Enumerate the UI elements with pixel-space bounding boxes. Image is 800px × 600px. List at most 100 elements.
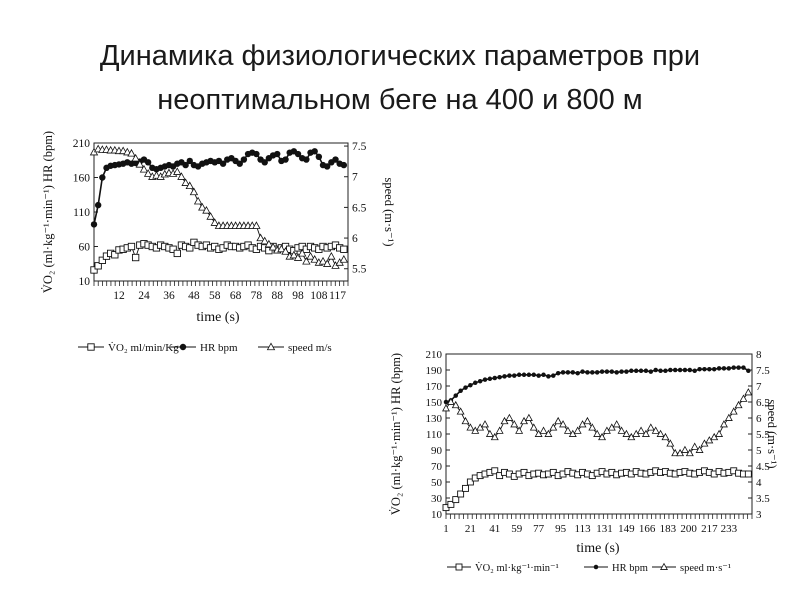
y-tick-label: 10 <box>79 276 91 288</box>
data-point-circle <box>294 150 302 158</box>
data-point-circle <box>274 150 281 158</box>
y-tick-label: 50 <box>431 477 443 489</box>
x-tick-label: 95 <box>555 523 567 535</box>
legend-marker <box>660 562 668 570</box>
y-tick-label: 70 <box>431 461 443 473</box>
data-point-dot <box>497 374 502 380</box>
data-point-triangle <box>198 202 207 211</box>
data-point-square <box>111 251 119 259</box>
data-point-square <box>94 262 102 270</box>
data-point-triangle <box>451 400 460 409</box>
data-point-triangle <box>139 164 149 173</box>
y-tick-label: 160 <box>73 173 91 185</box>
x-tick-label: 108 <box>310 290 328 302</box>
data-point-dot <box>741 365 746 370</box>
x-tick-label: 88 <box>271 290 283 302</box>
data-point-circle <box>94 201 102 209</box>
data-point-triangle <box>481 420 489 428</box>
legend-label: V̇O₂ ml/min/Kg <box>108 342 179 354</box>
data-point-dot <box>536 373 541 378</box>
legend-label: V̇O₂ ml·kg⁻¹·min⁻¹ <box>475 562 559 574</box>
data-point-dot <box>721 366 727 371</box>
data-point-triangle <box>260 236 269 245</box>
chart-800m-ylabel: V̇O₂ (ml·kg⁻¹·min⁻¹) HR (bpm) <box>389 353 403 515</box>
data-point-triangle <box>544 429 553 437</box>
x-tick-label: 41 <box>489 523 500 535</box>
legend-label: HR bpm <box>612 563 648 574</box>
x-tick-label: 59 <box>511 523 523 535</box>
data-point-triangle <box>485 429 494 437</box>
data-point-triangle <box>651 426 660 434</box>
data-point-dot <box>731 365 736 370</box>
y-tick-label: 110 <box>426 429 443 441</box>
data-point-triangle <box>202 205 211 214</box>
data-point-triangle <box>495 426 504 434</box>
x-tick-label: 21 <box>465 523 476 535</box>
data-point-triangle <box>456 407 465 415</box>
chart-800m-marks: 10 30 50 70 90 110 130 150 170 190 210 3 3.5 4 4.5 5 5.5… <box>426 349 771 574</box>
data-point-dot <box>736 365 741 370</box>
data-point-dot <box>624 369 629 374</box>
y2-tick-label: 6 <box>352 233 358 245</box>
data-point-dot <box>502 374 507 379</box>
x-tick-label: 1 <box>443 523 449 535</box>
data-point-dot <box>551 373 556 378</box>
data-point-dot <box>492 375 498 381</box>
x-tick-label: 24 <box>138 290 150 302</box>
data-point-dot <box>565 370 571 375</box>
data-point-dot <box>746 368 751 374</box>
data-point-dot <box>594 370 600 375</box>
chart-400m-ylabel: V̇O₂ (ml·kg⁻¹·min⁻¹) HR (bpm) <box>41 131 55 293</box>
x-tick-label: 217 <box>701 523 718 535</box>
chart-400m-xlabel: time (s) <box>196 310 239 325</box>
data-point-triangle <box>646 423 655 431</box>
y-tick-label: 210 <box>426 349 443 361</box>
data-point-dot <box>477 378 483 384</box>
y-tick-label: 210 <box>73 138 91 150</box>
data-point-dot <box>604 369 610 374</box>
data-point-square <box>491 467 499 475</box>
data-point-dot <box>638 368 644 374</box>
data-point-dot <box>677 367 683 373</box>
data-point-triangle <box>277 244 286 253</box>
data-point-circle <box>99 174 106 181</box>
data-point-triangle <box>256 233 265 242</box>
data-point-triangle <box>715 429 724 437</box>
data-point-square <box>462 484 469 492</box>
data-point-dot <box>658 368 663 374</box>
data-point-triangle <box>637 426 646 434</box>
data-point-square <box>452 496 460 504</box>
x-tick-label: 200 <box>680 523 697 535</box>
x-tick-label: 98 <box>292 290 304 302</box>
data-point-dot <box>541 372 546 378</box>
legend-label: speed m·s⁻¹ <box>680 563 731 574</box>
data-point-circle <box>303 156 310 163</box>
data-point-triangle <box>181 178 190 186</box>
data-point-triangle <box>318 256 328 265</box>
data-point-square <box>169 245 177 253</box>
data-point-square <box>173 249 181 258</box>
data-point-dot <box>726 366 732 371</box>
data-point-triangle <box>206 212 215 220</box>
y-tick-label: 190 <box>426 365 443 377</box>
data-point-triangle <box>593 429 602 437</box>
data-point-triangle <box>322 259 332 267</box>
slide-title-line-1: Динамика физиологических параметров при <box>99 40 701 72</box>
data-point-circle <box>282 156 289 163</box>
data-point-triangle <box>127 148 136 157</box>
y2-tick-label: 6.5 <box>352 202 367 214</box>
data-point-dot <box>482 377 488 382</box>
data-point-dot <box>570 370 576 375</box>
y2-tick-label: 4 <box>756 477 762 489</box>
data-point-triangle <box>734 400 743 409</box>
x-tick-label: 113 <box>574 523 591 535</box>
data-point-dot <box>516 372 522 378</box>
data-point-triangle <box>177 172 186 180</box>
data-point-triangle <box>656 429 665 437</box>
data-point-dot <box>629 368 634 374</box>
data-point-dot <box>716 366 722 371</box>
slide-title: Динамика физиологических параметров при … <box>0 34 800 122</box>
data-point-circle <box>240 156 248 163</box>
y2-tick-label: 3.5 <box>756 493 770 505</box>
